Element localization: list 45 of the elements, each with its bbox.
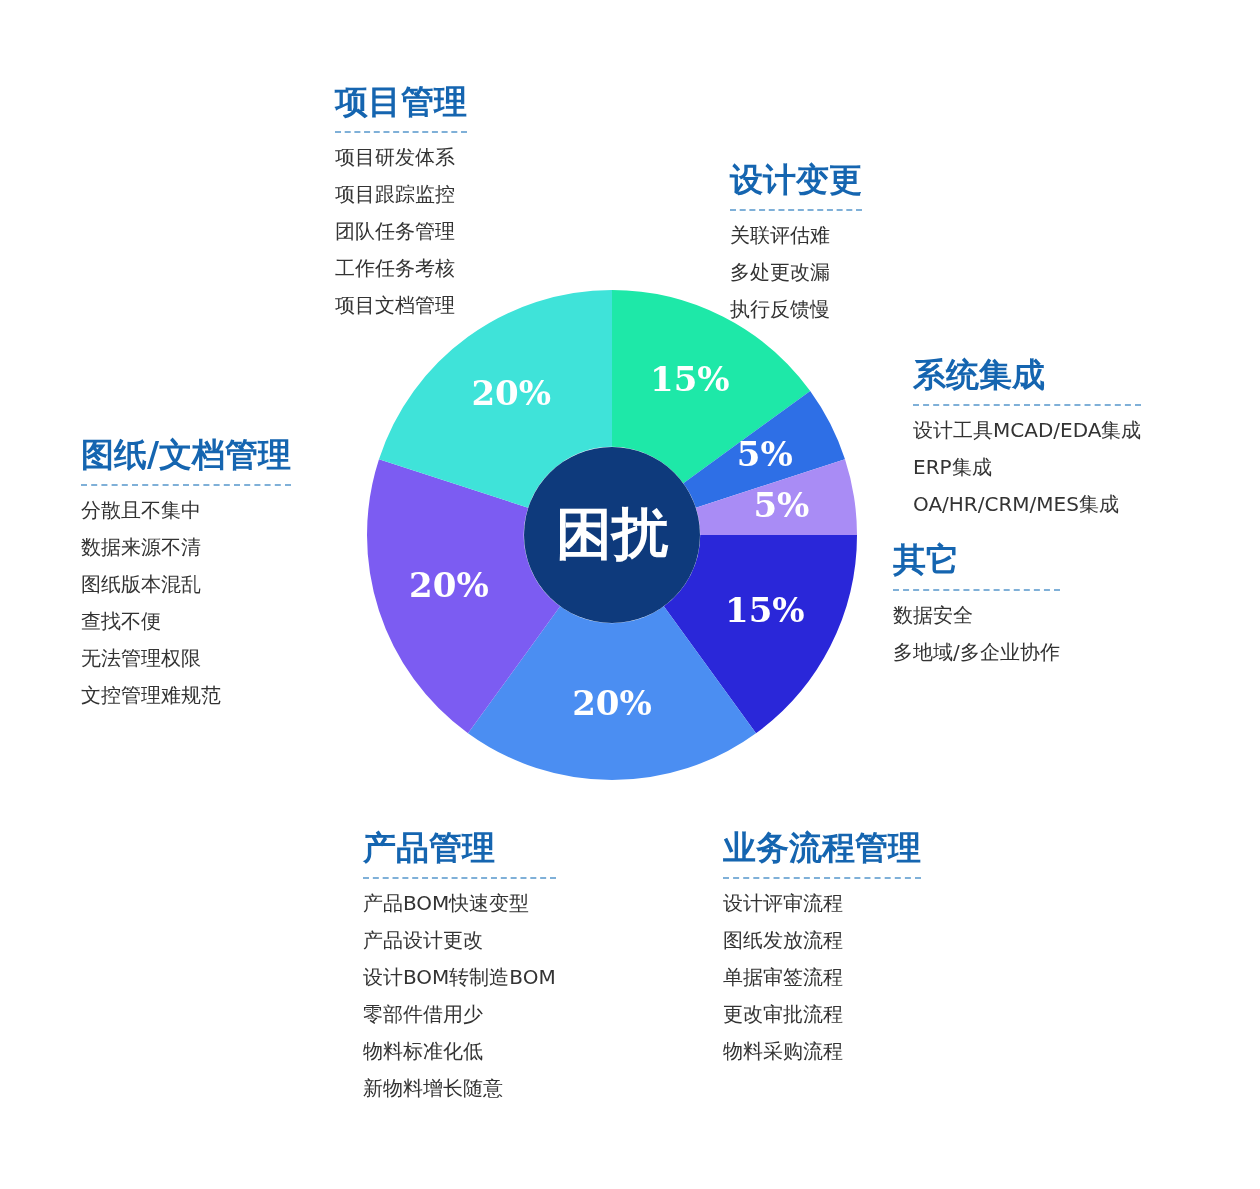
text: 设计工具MCAD/EDA集成 [913,417,1142,444]
text: 团队任务管理 [335,218,456,245]
text: 分散且不集中 [81,497,202,524]
slice-label: 业务流程管理 [723,826,921,879]
text: 项目文档管理 [335,292,456,319]
text: 产品BOM快速变型 [363,890,531,917]
slice-label: 产品管理 [363,826,556,879]
slice-label: 设计变更 [730,158,862,211]
text: 多处更改漏 [730,259,831,286]
text: OA/HR/CRM/MES集成 [913,491,1120,518]
text: 图纸发放流程 [723,927,844,954]
text: 产品设计更改 [363,927,484,954]
slice-label: 项目管理 [335,80,467,133]
slice-label: 其它 [893,538,1060,591]
text: 无法管理权限 [81,645,202,672]
text: 数据安全 [893,602,974,629]
text: 设计BOM转制造BOM [363,964,556,991]
text: ERP集成 [913,454,993,481]
text: 工作任务考核 [335,255,456,282]
data-label: 20% [409,564,489,605]
data-label: 20% [572,683,652,724]
text: 新物料增长随意 [363,1075,504,1102]
text: 物料采购流程 [723,1038,844,1065]
text: 物料标准化低 [363,1038,484,1065]
slice-label: 图纸/文档管理 [81,433,292,486]
text: 查找不便 [81,608,162,635]
data-label: 20% [471,373,552,414]
text: 设计评审流程 [723,890,844,917]
text: 单据审签流程 [723,964,844,991]
text: 项目研发体系 [335,144,456,171]
data-label: 5% [753,485,810,525]
text: 困扰 [556,500,668,568]
text: 项目跟踪监控 [335,181,456,208]
text: 多地域/多企业协作 [893,639,1060,666]
text: 文控管理难规范 [81,682,222,709]
data-label: 5% [736,433,793,474]
data-label: 15% [650,359,730,400]
text: 更改审批流程 [723,1001,844,1028]
text: 关联评估难 [730,222,831,249]
data-label: 15% [725,589,805,630]
text: 图纸版本混乱 [81,571,202,598]
text: 执行反馈慢 [730,296,831,323]
text: 数据来源不清 [81,534,202,561]
text: 零部件借用少 [363,1001,484,1028]
slice-label: 系统集成 [913,353,1142,406]
